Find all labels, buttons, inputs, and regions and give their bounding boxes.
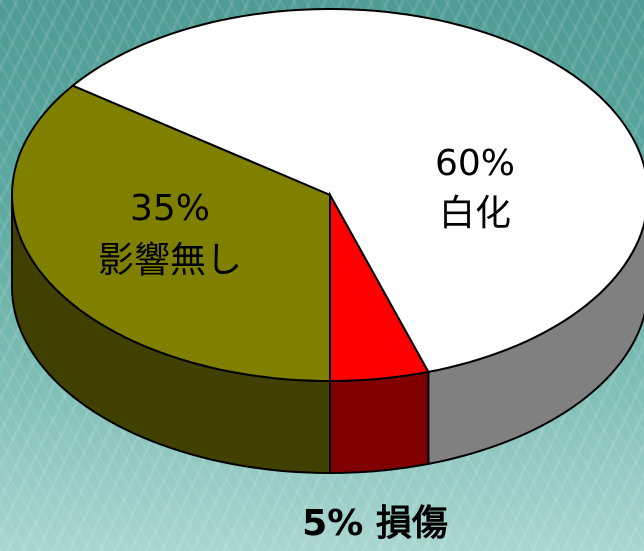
value-label: 35% [130, 188, 210, 229]
slide: 60% 白化 5% 損傷 35% 影響無し [0, 0, 644, 551]
category-label: 損傷 [376, 503, 448, 544]
category-label: 影響無し [98, 240, 242, 281]
value-label: 60% [435, 143, 515, 184]
category-label: 白化 [439, 193, 511, 234]
value-label: 5% [302, 503, 363, 544]
slice-side [330, 372, 428, 473]
chart: 60% 白化 5% 損傷 35% 影響無し [0, 0, 644, 551]
slice-label: 5% 損傷 [302, 503, 448, 544]
